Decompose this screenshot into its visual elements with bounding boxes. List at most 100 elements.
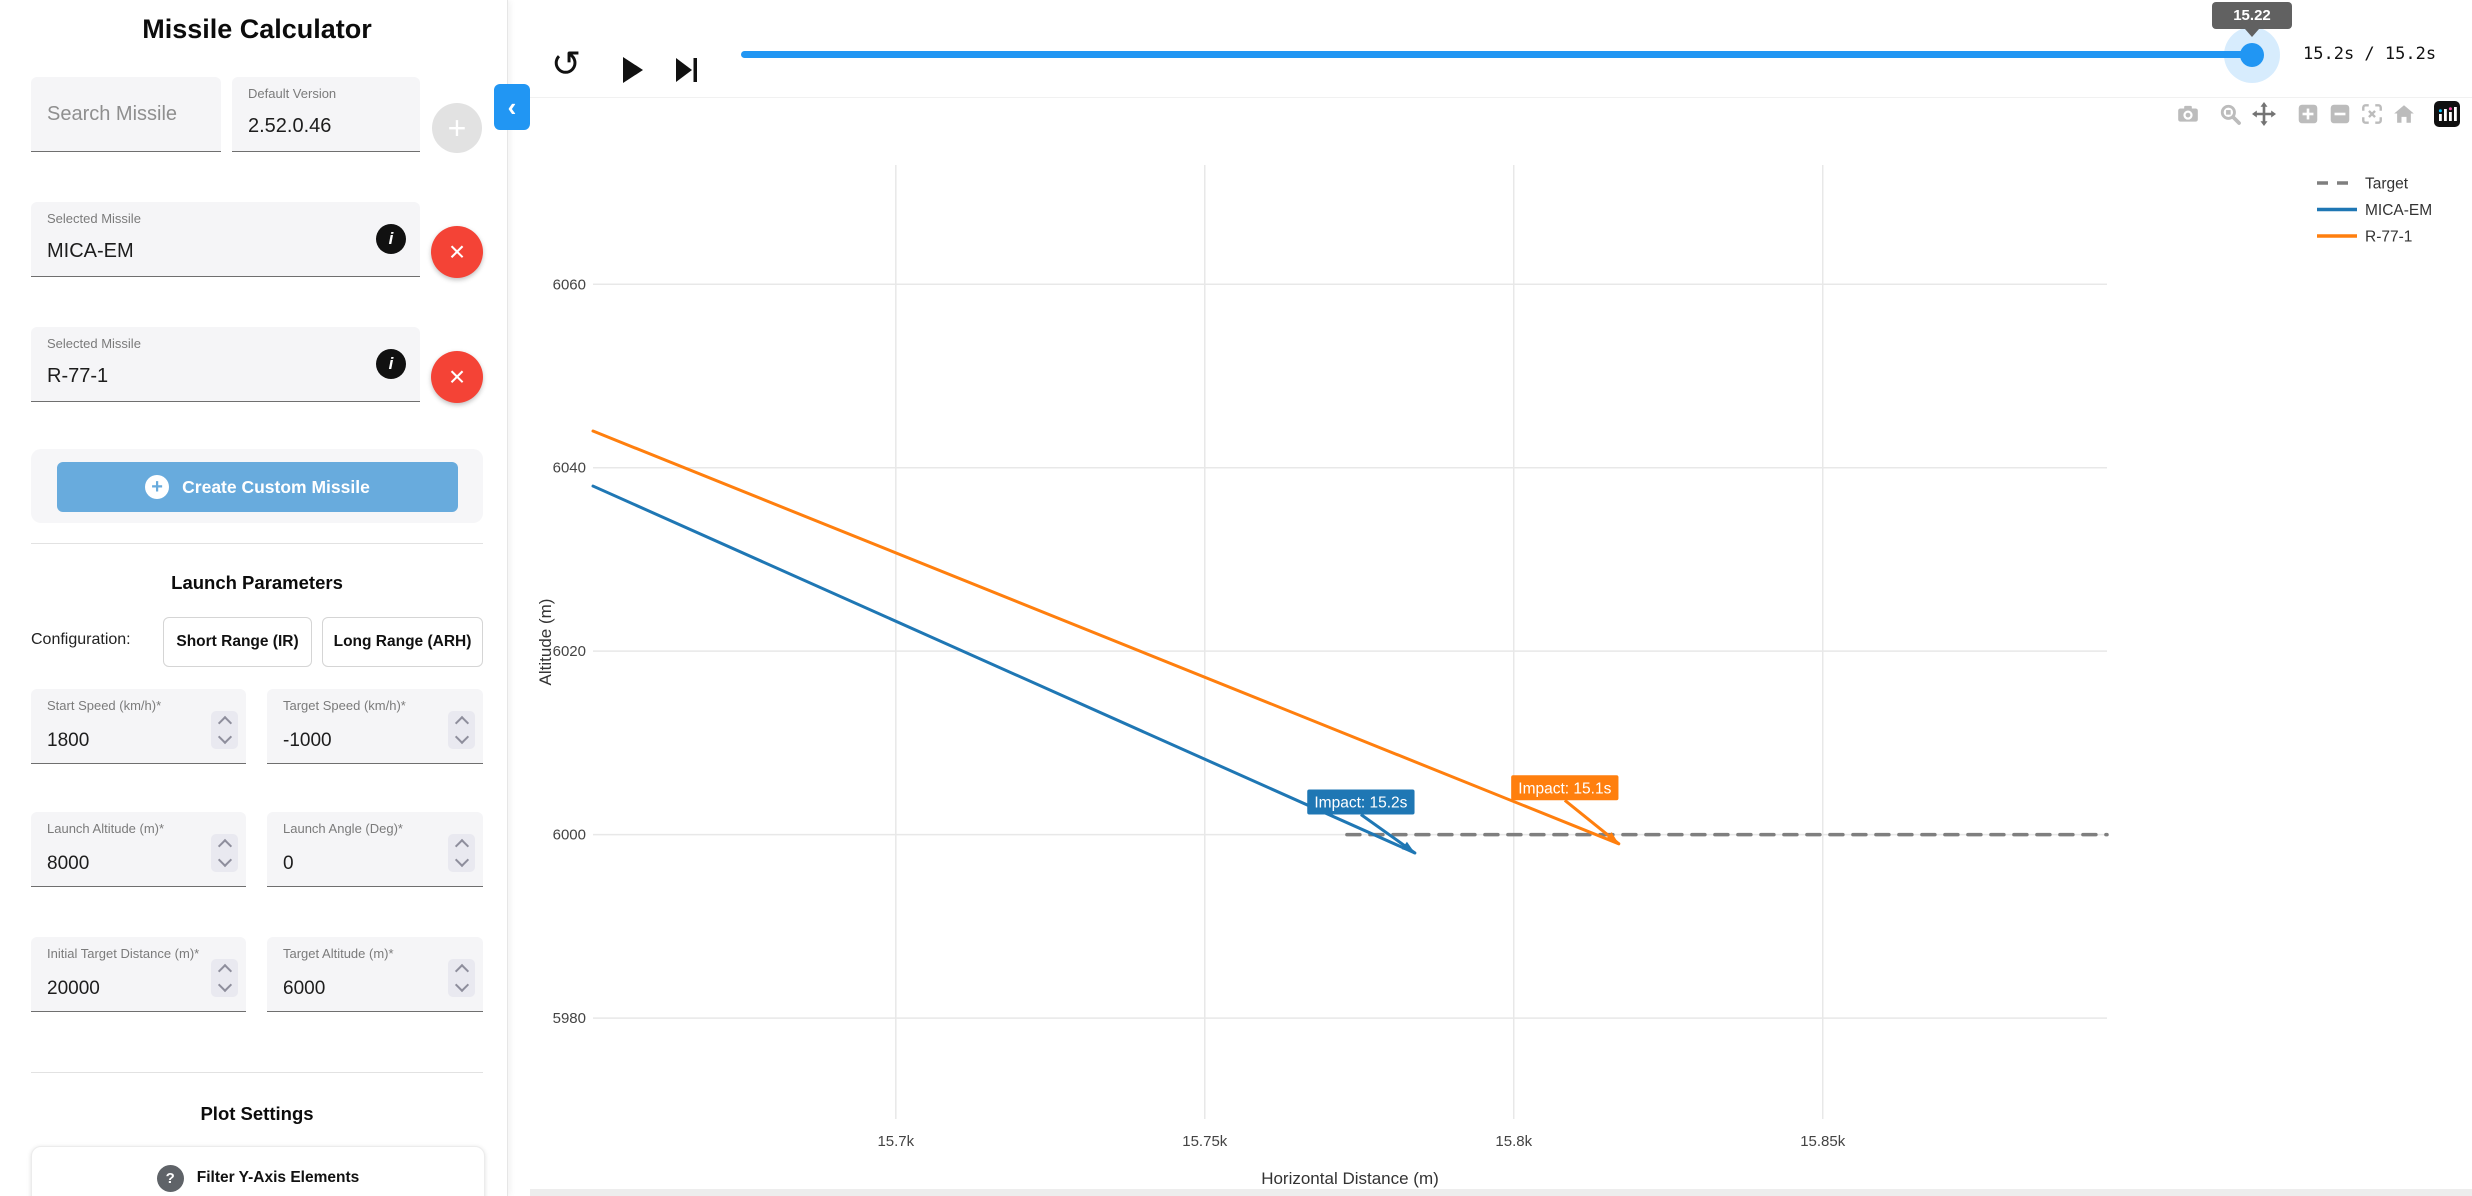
configuration-label: Configuration: (31, 631, 131, 648)
zoom-in-icon[interactable] (2296, 102, 2320, 126)
svg-text:MICA-EM: MICA-EM (2365, 202, 2432, 219)
svg-text:15.75k: 15.75k (1182, 1133, 1228, 1150)
slider-value-tooltip: 15.22 (2212, 2, 2292, 29)
svg-text:R-77-1: R-77-1 (2365, 229, 2412, 246)
initial-target-distance-field: Initial Target Distance (m)* (31, 937, 246, 1012)
create-custom-missile-button[interactable]: + Create Custom Missile (57, 462, 458, 512)
y-axis-title: Altitude (m) (536, 599, 555, 686)
stepper-control[interactable] (448, 711, 475, 749)
legend-item-Target[interactable]: Target (2317, 176, 2409, 193)
search-missile-input[interactable] (47, 77, 207, 151)
page-bottom-strip (530, 1189, 2472, 1196)
svg-text:Target: Target (2365, 176, 2409, 193)
legend-item-R-77-1[interactable]: R-77-1 (2317, 229, 2412, 246)
svg-text:15.8k: 15.8k (1495, 1133, 1532, 1150)
svg-text:5980: 5980 (553, 1010, 586, 1027)
stepper-control[interactable] (211, 834, 238, 872)
divider (31, 543, 483, 544)
field-label: Launch Angle (Deg)* (283, 821, 403, 836)
field-label: Launch Altitude (m)* (47, 821, 165, 836)
svg-text:15.7k: 15.7k (877, 1133, 914, 1150)
reset-home-icon[interactable] (2392, 102, 2416, 126)
plot-modebar (2176, 101, 2460, 127)
selected-missile-value: R-77-1 (47, 365, 109, 387)
launch-angle-field: Launch Angle (Deg)* (267, 812, 483, 887)
skip-to-end-button[interactable] (674, 56, 699, 84)
config-short-range-button[interactable]: Short Range (IR) (163, 617, 312, 667)
autoscale-icon[interactable] (2360, 102, 2384, 126)
search-missile-field (31, 77, 221, 152)
config-long-range-button[interactable]: Long Range (ARH) (322, 617, 483, 667)
field-label: Initial Target Distance (m)* (47, 946, 200, 961)
legend: Target MICA-EM R-77-1 (2317, 176, 2432, 246)
create-custom-missile-label: Create Custom Missile (182, 476, 370, 497)
zoom-out-icon[interactable] (2328, 102, 2352, 126)
svg-text:6040: 6040 (553, 460, 586, 477)
play-button[interactable] (621, 56, 645, 84)
info-icon[interactable]: i (376, 349, 406, 379)
version-label: Default Version (248, 86, 337, 101)
camera-icon[interactable] (2176, 102, 2200, 126)
filter-y-axis-button[interactable]: ? Filter Y-Axis Elements (31, 1146, 485, 1196)
stepper-control[interactable] (211, 959, 238, 997)
initial-target-distance-input[interactable] (47, 978, 194, 1000)
trace-MICA-EM (591, 484, 1417, 855)
field-label: Start Speed (km/h)* (47, 698, 162, 713)
add-missile-button[interactable]: + (432, 103, 482, 153)
page-title: Missile Calculator (142, 14, 372, 44)
version-field[interactable]: Default Version 2.52.0.46 (232, 77, 420, 152)
svg-text:6060: 6060 (553, 276, 586, 293)
plotly-logo[interactable] (2434, 101, 2460, 127)
start-speed-input[interactable] (47, 730, 194, 752)
launch-altitude-field: Launch Altitude (m)* (31, 812, 246, 887)
gridlines (593, 165, 2107, 1119)
info-icon[interactable]: i (376, 224, 406, 254)
x-axis-title: Horizontal Distance (m) (1261, 1169, 1439, 1188)
trace-R-77-1 (591, 429, 1621, 846)
axis-tick-labels: 5980 6000 6020 6040 6060 15.7k 15.75k 15.8k 15.8… (553, 276, 1846, 1150)
impact-annotation: Impact: 15.1s (1511, 775, 1620, 845)
sidebar: Missile Calculator Default Version 2.52.… (0, 0, 508, 1196)
svg-text:Impact: 15.2s: Impact: 15.2s (1314, 794, 1407, 811)
reset-animation-button[interactable]: ↺ (551, 43, 582, 84)
collapse-sidebar-button[interactable]: ‹ (494, 84, 530, 130)
time-slider[interactable] (741, 51, 2253, 58)
trajectory-chart[interactable]: 5980 6000 6020 6040 6060 15.7k 15.75k 15.8k 15.8… (530, 0, 2472, 1196)
plot-card-top-border (530, 97, 2472, 98)
field-label: Target Speed (km/h)* (283, 698, 406, 713)
stepper-control[interactable] (211, 711, 238, 749)
selected-missile-value: MICA-EM (47, 240, 134, 262)
svg-text:Impact: 15.1s: Impact: 15.1s (1518, 780, 1611, 797)
target-altitude-field: Target Altitude (m)* (267, 937, 483, 1012)
target-altitude-input[interactable] (283, 978, 431, 1000)
legend-item-MICA-EM[interactable]: MICA-EM (2317, 202, 2432, 219)
field-label: Target Altitude (m)* (283, 946, 394, 961)
plus-icon: + (145, 475, 170, 499)
target-speed-input[interactable] (283, 730, 431, 752)
selected-missile-field[interactable]: Selected Missile MICA-EM i (31, 202, 420, 277)
help-icon[interactable]: ? (156, 1164, 184, 1192)
launch-angle-input[interactable] (283, 853, 431, 875)
version-value: 2.52.0.46 (248, 115, 332, 137)
selected-missile-label: Selected Missile (47, 336, 141, 351)
pan-icon[interactable] (2252, 102, 2276, 126)
svg-text:6000: 6000 (553, 827, 586, 844)
selected-missile-label: Selected Missile (47, 211, 141, 226)
remove-missile-button[interactable]: × (431, 226, 483, 278)
start-speed-field: Start Speed (km/h)* (31, 689, 246, 764)
stepper-control[interactable] (448, 959, 475, 997)
zoom-icon[interactable] (2218, 102, 2242, 126)
remove-missile-button[interactable]: × (431, 351, 483, 403)
selected-missile-field[interactable]: Selected Missile R-77-1 i (31, 327, 420, 402)
plot-settings-heading: Plot Settings (200, 1103, 314, 1124)
stepper-control[interactable] (448, 834, 475, 872)
svg-text:15.85k: 15.85k (1800, 1133, 1846, 1150)
slider-thumb[interactable] (2240, 43, 2264, 67)
impact-annotation: Impact: 15.2s (1307, 789, 1416, 855)
launch-altitude-input[interactable] (47, 853, 194, 875)
divider (31, 1072, 483, 1073)
time-display: 15.2s / 15.2s (2303, 44, 2437, 64)
filter-y-axis-label: Filter Y-Axis Elements (196, 1169, 360, 1186)
svg-text:6020: 6020 (553, 643, 586, 660)
